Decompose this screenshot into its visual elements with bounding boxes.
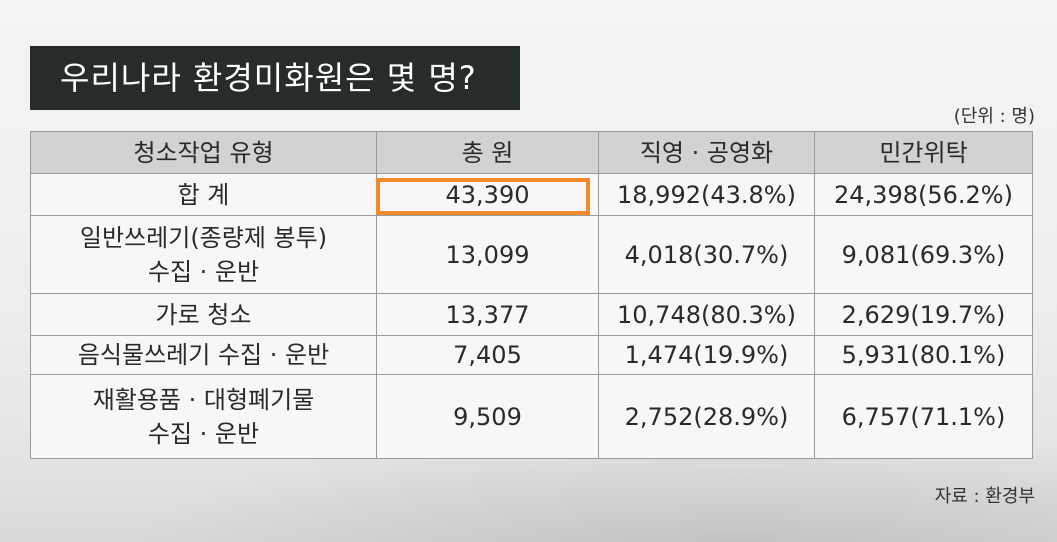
cell-work-type: 일반쓰레기(종량제 봉투) 수집 · 운반 <box>30 215 377 294</box>
workers-table: 청소작업 유형 총 원 직영 · 공영화 민간위탁 합 계 43,390 18,… <box>30 131 1033 459</box>
cell-work-type: 합 계 <box>30 173 377 216</box>
cell-work-type: 음식물쓰레기 수집 · 운반 <box>30 335 377 375</box>
table-row-general-waste: 일반쓰레기(종량제 봉투) 수집 · 운반 13,099 4,018(30.7%… <box>30 215 1033 294</box>
cell-private: 2,629(19.7%) <box>814 293 1033 336</box>
table-header-row: 청소작업 유형 총 원 직영 · 공영화 민간위탁 <box>30 131 1033 174</box>
cell-work-type-line: 수집 · 운반 <box>147 419 260 448</box>
cell-direct: 1,474(19.9%) <box>598 335 815 375</box>
cell-private: 5,931(80.1%) <box>814 335 1033 375</box>
header-total: 총 원 <box>376 131 599 174</box>
cell-direct: 10,748(80.3%) <box>598 293 815 336</box>
cell-total: 9,509 <box>376 374 599 459</box>
cell-private: 6,757(71.1%) <box>814 374 1033 459</box>
cell-total: 13,099 <box>376 215 599 294</box>
cell-work-type-line: 가로 청소 <box>155 300 252 329</box>
cell-direct: 18,992(43.8%) <box>598 173 815 216</box>
header-work-type: 청소작업 유형 <box>30 131 377 174</box>
table-row-recyclables: 재활용품 · 대형폐기물 수집 · 운반 9,509 2,752(28.9%) … <box>30 374 1033 459</box>
unit-note: (단위 : 명) <box>953 106 1035 127</box>
cell-total: 7,405 <box>376 335 599 375</box>
table-row-street-cleaning: 가로 청소 13,377 10,748(80.3%) 2,629(19.7%) <box>30 293 1033 336</box>
cell-direct: 2,752(28.9%) <box>598 374 815 459</box>
cell-private: 9,081(69.3%) <box>814 215 1033 294</box>
cell-work-type-line: 음식물쓰레기 수집 · 운반 <box>77 341 330 369</box>
cell-private: 24,398(56.2%) <box>814 173 1033 216</box>
cell-work-type-line: 재활용품 · 대형폐기물 <box>92 385 315 414</box>
title-banner: 우리나라 환경미화원은 몇 명? <box>30 46 520 110</box>
cell-work-type-line: 일반쓰레기(종량제 봉투) <box>79 223 328 252</box>
cell-work-type-line: 합 계 <box>177 180 230 209</box>
table-row-total-sum: 합 계 43,390 18,992(43.8%) 24,398(56.2%) <box>30 173 1033 216</box>
header-private-contract: 민간위탁 <box>814 131 1033 174</box>
cell-total: 43,390 <box>376 173 599 216</box>
header-direct-public: 직영 · 공영화 <box>598 131 815 174</box>
cell-work-type: 가로 청소 <box>30 293 377 336</box>
cell-work-type: 재활용품 · 대형폐기물 수집 · 운반 <box>30 374 377 459</box>
cell-direct: 4,018(30.7%) <box>598 215 815 294</box>
cell-total: 13,377 <box>376 293 599 336</box>
source-note: 자료 : 환경부 <box>934 486 1035 507</box>
table-row-food-waste: 음식물쓰레기 수집 · 운반 7,405 1,474(19.9%) 5,931(… <box>30 335 1033 375</box>
cell-work-type-line: 수집 · 운반 <box>147 257 260 286</box>
